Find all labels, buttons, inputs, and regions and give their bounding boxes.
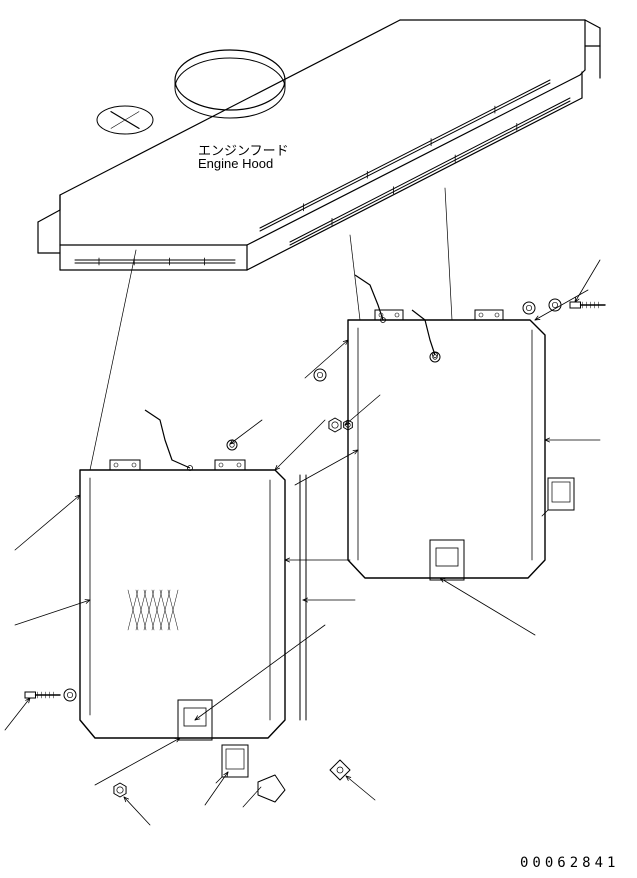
technical-drawing — [0, 0, 637, 878]
label-en: Engine Hood — [198, 156, 273, 171]
drawing-id: 00062841 — [520, 855, 619, 871]
